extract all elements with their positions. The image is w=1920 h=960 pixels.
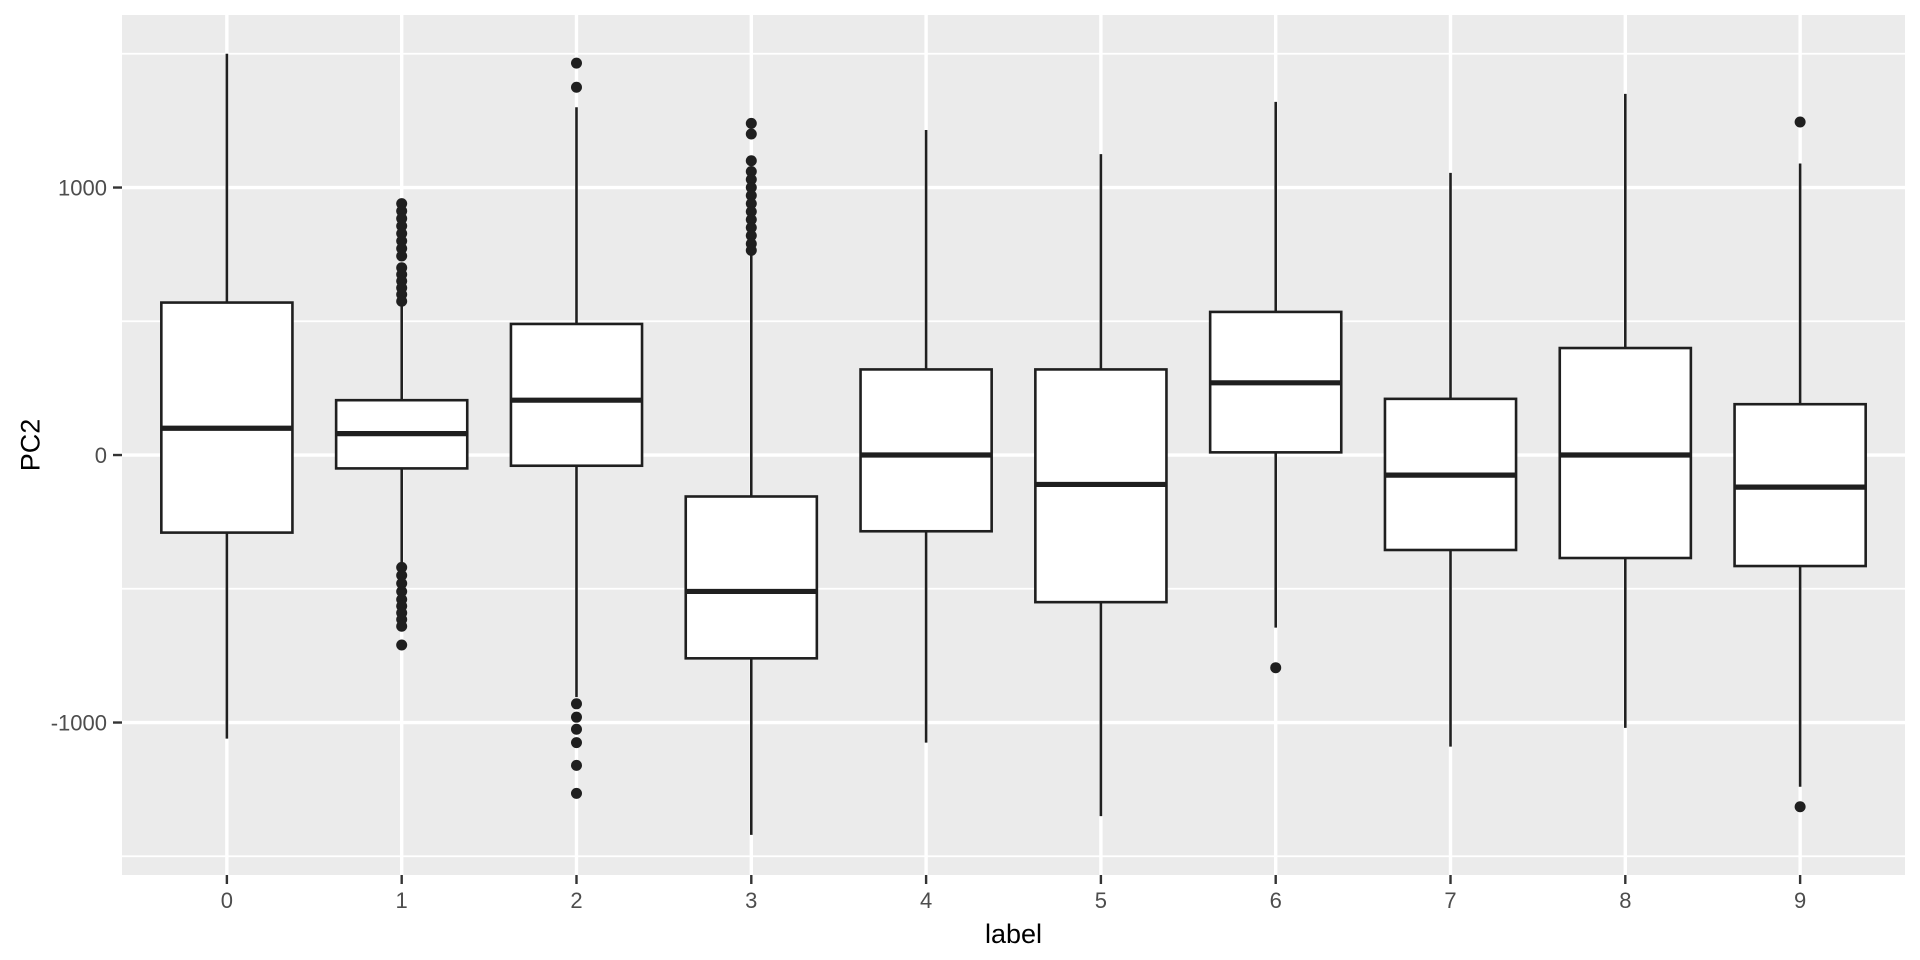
boxplot-group-3 [684,117,819,835]
boxplot-group-2 [509,57,644,799]
outlier-point [396,577,408,589]
x-tick-label: 7 [1444,888,1456,913]
y-axis-title: PC2 [15,418,46,472]
outlier-point [745,174,757,186]
x-tick-label: 0 [221,888,233,913]
y-tick-label: 0 [95,443,107,468]
boxplot-group-8 [1558,93,1693,728]
outlier-point [745,214,757,226]
outlier-point [396,585,408,597]
boxplot-group-1 [334,198,469,651]
outlier-point [745,182,757,194]
x-axis-title: label [984,919,1043,949]
outlier-point [745,128,757,140]
outlier-point [570,698,582,710]
outlier-point [396,639,408,651]
y-tick-label: -1000 [51,711,107,736]
iqr-box [160,301,294,534]
outlier-point [1794,116,1806,128]
outlier-point [745,117,757,129]
boxplot-group-7 [1383,172,1518,747]
outlier-point [396,561,408,573]
outlier-point [570,711,582,723]
outlier-point [745,165,757,177]
outlier-point [396,250,408,262]
x-tick-label: 3 [745,888,757,913]
iqr-box [859,368,993,533]
outlier-point [745,244,757,256]
outlier-point [570,57,582,69]
boxplot-group-5 [1034,154,1168,817]
y-tick-label: 1000 [58,176,107,201]
x-tick-label: 9 [1794,888,1806,913]
outlier-point [570,759,582,771]
outlier-point [745,206,757,218]
outlier-point [1270,662,1282,674]
outlier-point [745,222,757,234]
outlier-point [745,198,757,210]
boxplot-group-0 [160,53,294,739]
outlier-point [570,723,582,735]
outlier-point [570,787,582,799]
x-tick-label: 5 [1095,888,1107,913]
boxplot-group-4 [859,130,993,743]
outlier-point [396,295,408,307]
x-tick-label: 8 [1619,888,1631,913]
x-tick-label: 4 [920,888,932,913]
outlier-point [745,155,757,167]
iqr-box [684,495,819,660]
boxplot-group-6 [1208,101,1343,674]
x-tick-label: 6 [1270,888,1282,913]
outlier-point [745,230,757,242]
outlier-point [1794,801,1806,813]
outlier-point [396,620,408,632]
x-tick-label: 1 [396,888,408,913]
x-tick-label: 2 [570,888,582,913]
outlier-point [570,81,582,93]
outlier-point [745,190,757,202]
outlier-point [570,737,582,749]
iqr-box [509,322,644,468]
outlier-point [396,569,408,581]
boxplot-group-9 [1733,116,1867,813]
